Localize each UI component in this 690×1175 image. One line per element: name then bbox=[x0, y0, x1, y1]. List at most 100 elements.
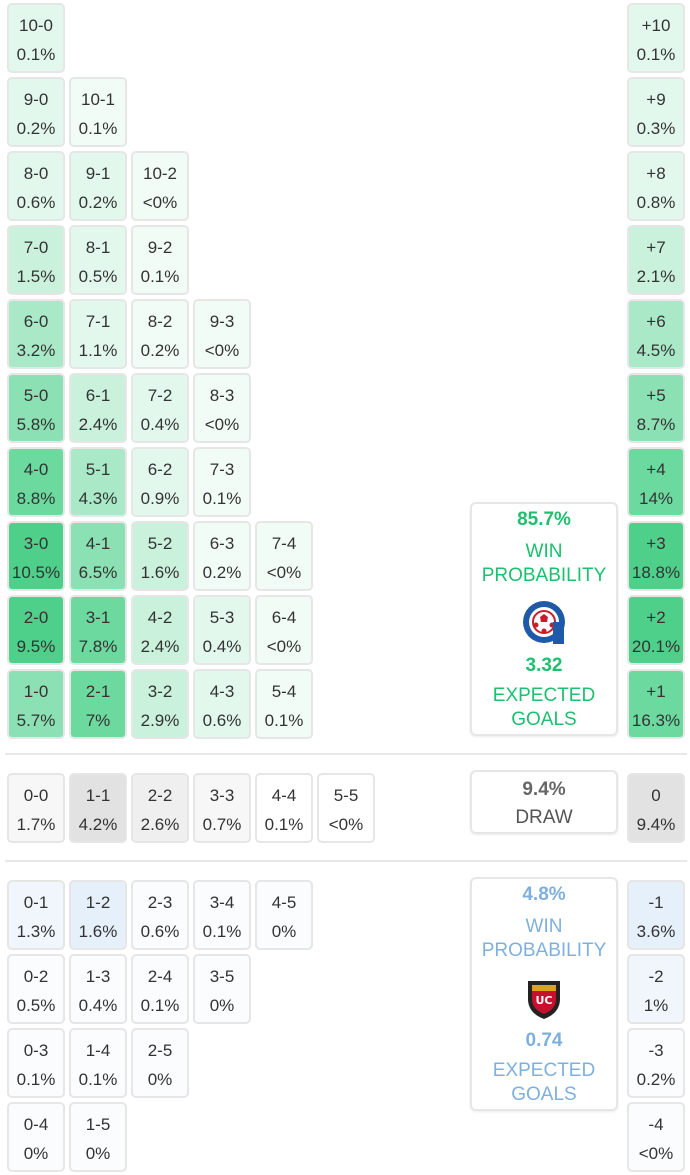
score-probability: 0.1% bbox=[16, 45, 56, 64]
home-win-probability: 85.7% bbox=[517, 509, 571, 530]
score-cell: 4-2 2.4% bbox=[131, 595, 189, 665]
score-probability: 0.1% bbox=[202, 922, 242, 941]
score-cell: 1-2 1.6% bbox=[69, 880, 127, 950]
score-cell: 5-2 1.6% bbox=[131, 521, 189, 591]
score-cell: 4-4 0.1% bbox=[255, 773, 313, 843]
score-probability: 0% bbox=[85, 1144, 111, 1163]
score-label: 7-1 bbox=[85, 312, 111, 331]
score-probability: 1.6% bbox=[78, 922, 118, 941]
score-cell: -1 3.6% bbox=[627, 880, 685, 950]
score-probability: 20.1% bbox=[631, 637, 681, 656]
score-probability: 4.5% bbox=[636, 341, 676, 360]
score-probability: 1.7% bbox=[16, 815, 56, 834]
score-label: 1-5 bbox=[85, 1115, 111, 1134]
score-label: 3-5 bbox=[209, 967, 235, 986]
score-label: 1-4 bbox=[85, 1041, 111, 1060]
score-label: +7 bbox=[646, 238, 666, 257]
score-label: 4-0 bbox=[23, 460, 49, 479]
score-cell: +2 20.1% bbox=[627, 595, 685, 665]
score-probability: 0.2% bbox=[636, 1070, 676, 1089]
score-label: 10-1 bbox=[80, 90, 116, 109]
score-cell: 4-5 0% bbox=[255, 880, 313, 950]
score-cell: 0-3 0.1% bbox=[7, 1028, 65, 1098]
home-win-label-line1: WIN bbox=[525, 541, 563, 562]
score-cell: +6 4.5% bbox=[627, 299, 685, 369]
score-cell: 4-0 8.8% bbox=[7, 447, 65, 517]
score-cell: +4 14% bbox=[627, 447, 685, 517]
score-label: +6 bbox=[646, 312, 666, 331]
score-label: 10-0 bbox=[18, 16, 54, 35]
score-probability: 0% bbox=[147, 1070, 173, 1089]
score-label: 2-1 bbox=[85, 682, 111, 701]
score-probability: 0.1% bbox=[16, 1070, 56, 1089]
away-club-crest-icon: UC bbox=[528, 981, 560, 1019]
score-label: +3 bbox=[646, 534, 666, 553]
draw-divider-bottom bbox=[5, 860, 687, 862]
score-cell: 2-5 0% bbox=[131, 1028, 189, 1098]
score-probability: 2.6% bbox=[140, 815, 180, 834]
score-cell: 6-3 0.2% bbox=[193, 521, 251, 591]
score-cell: 6-2 0.9% bbox=[131, 447, 189, 517]
score-label: 8-1 bbox=[85, 238, 111, 257]
score-cell: +1 16.3% bbox=[627, 669, 685, 739]
score-label: -2 bbox=[648, 967, 664, 986]
score-probability: 0.3% bbox=[636, 119, 676, 138]
score-probability: 1.5% bbox=[16, 267, 56, 286]
score-label: 7-2 bbox=[147, 386, 173, 405]
score-cell: +5 8.7% bbox=[627, 373, 685, 443]
score-label: 2-3 bbox=[147, 893, 173, 912]
score-cell: 7-3 0.1% bbox=[193, 447, 251, 517]
score-label: 1-0 bbox=[23, 682, 49, 701]
score-label: 4-3 bbox=[209, 682, 235, 701]
score-probability: 14% bbox=[638, 489, 674, 508]
score-label: 5-3 bbox=[209, 608, 235, 627]
score-label: 3-4 bbox=[209, 893, 235, 912]
score-cell: +8 0.8% bbox=[627, 151, 685, 221]
score-probability: 0.2% bbox=[202, 563, 242, 582]
score-label: 6-1 bbox=[85, 386, 111, 405]
score-label: 0-2 bbox=[23, 967, 49, 986]
score-label: 8-3 bbox=[209, 386, 235, 405]
away-summary-panel: 4.8% WIN PROBABILITY UC 0.74 EXPECTED GO… bbox=[470, 877, 618, 1111]
score-cell: 6-4 <0% bbox=[255, 595, 313, 665]
score-probability: 0.7% bbox=[202, 815, 242, 834]
score-cell: 1-0 5.7% bbox=[7, 669, 65, 739]
score-probability: 0% bbox=[271, 922, 297, 941]
score-probability: 3.2% bbox=[16, 341, 56, 360]
away-win-label-line2: PROBABILITY bbox=[481, 940, 607, 961]
score-probability: 0.4% bbox=[140, 415, 180, 434]
score-probability: 5.7% bbox=[16, 711, 56, 730]
score-cell: 3-1 7.8% bbox=[69, 595, 127, 665]
score-label: +9 bbox=[646, 90, 666, 109]
away-xg-label-line1: EXPECTED bbox=[492, 1060, 596, 1081]
score-cell: 9-3 <0% bbox=[193, 299, 251, 369]
score-label: 2-4 bbox=[147, 967, 173, 986]
score-probability: 0.1% bbox=[264, 711, 304, 730]
score-cell: 2-3 0.6% bbox=[131, 880, 189, 950]
score-cell: 2-4 0.1% bbox=[131, 954, 189, 1024]
score-label: 0 bbox=[651, 786, 661, 805]
score-cell: 0-4 0% bbox=[7, 1102, 65, 1172]
score-cell: -2 1% bbox=[627, 954, 685, 1024]
score-probability: 0.4% bbox=[202, 637, 242, 656]
score-cell: 1-5 0% bbox=[69, 1102, 127, 1172]
score-cell: 6-0 3.2% bbox=[7, 299, 65, 369]
score-label: 0-3 bbox=[23, 1041, 49, 1060]
score-cell: +3 18.8% bbox=[627, 521, 685, 591]
score-probability: 7% bbox=[85, 711, 111, 730]
home-expected-goals: 3.32 bbox=[525, 655, 563, 676]
score-probability: 4.3% bbox=[78, 489, 118, 508]
score-label: 4-5 bbox=[271, 893, 297, 912]
score-cell: 10-1 0.1% bbox=[69, 77, 127, 147]
score-label: 4-1 bbox=[85, 534, 111, 553]
score-probability: 1.1% bbox=[78, 341, 118, 360]
score-probability: 0.2% bbox=[16, 119, 56, 138]
away-expected-goals: 0.74 bbox=[525, 1030, 563, 1051]
home-club-crest-icon bbox=[523, 601, 565, 644]
score-probability: 2.4% bbox=[78, 415, 118, 434]
score-cell: 9-1 0.2% bbox=[69, 151, 127, 221]
score-label: 9-1 bbox=[85, 164, 111, 183]
score-label: +8 bbox=[646, 164, 666, 183]
score-label: +5 bbox=[646, 386, 666, 405]
score-cell: 4-1 6.5% bbox=[69, 521, 127, 591]
